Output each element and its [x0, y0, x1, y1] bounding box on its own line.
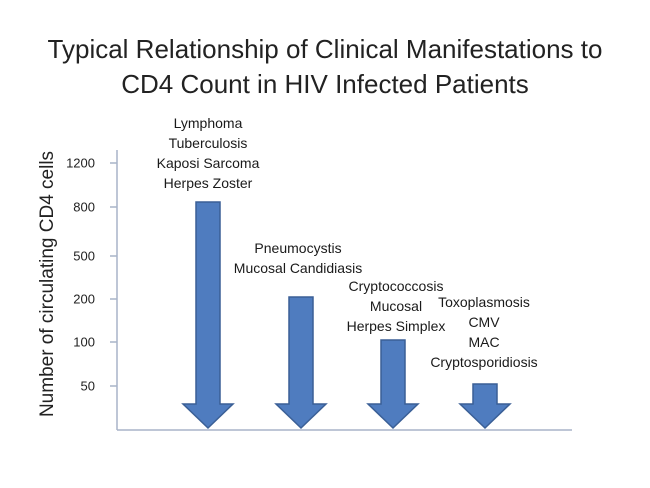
- manifestation-label: Tuberculosis: [168, 135, 248, 151]
- manifestation-label: Mucosal Candidiasis: [233, 260, 363, 276]
- tick-marks: [110, 162, 117, 387]
- title-line-2: CD4 Count in HIV Infected Patients: [121, 69, 529, 99]
- manifestation-label: Pneumocystis: [254, 240, 342, 256]
- manifestation-group-2: Pneumocystis Mucosal Candidiasis: [234, 238, 362, 278]
- down-arrow-1: [181, 201, 235, 430]
- y-tick-200: 200: [73, 291, 95, 307]
- down-arrow-2: [274, 296, 328, 430]
- page-title: Typical Relationship of Clinical Manifes…: [0, 32, 650, 102]
- arrows: [181, 201, 512, 430]
- down-arrow-3: [366, 339, 420, 430]
- manifestation-group-3: Cryptococcosis Mucosal Herpes Simplex: [347, 276, 446, 336]
- y-tick-800: 800: [73, 199, 95, 215]
- y-tick-100: 100: [73, 334, 95, 350]
- manifestation-group-1: Lymphoma Tuberculosis Kaposi Sarcoma Her…: [157, 113, 260, 193]
- manifestation-label: Toxoplasmosis: [438, 294, 530, 310]
- manifestation-label: Cryptosporidiosis: [430, 354, 538, 370]
- manifestation-label: MAC: [468, 334, 500, 350]
- manifestation-label: Cryptococcosis: [348, 278, 444, 294]
- manifestation-group-4: Toxoplasmosis CMV MAC Cryptosporidiosis: [430, 292, 537, 372]
- y-tick-500: 500: [73, 248, 95, 264]
- manifestation-label: Kaposi Sarcoma: [156, 155, 260, 171]
- down-arrow-4: [458, 383, 512, 430]
- manifestation-label: Lymphoma: [173, 115, 243, 131]
- manifestation-label: Herpes Zoster: [163, 175, 253, 191]
- title-line-1: Typical Relationship of Clinical Manifes…: [47, 34, 603, 64]
- y-tick-1200: 1200: [66, 155, 95, 171]
- y-tick-50: 50: [80, 378, 95, 394]
- manifestation-label: Herpes Simplex: [346, 318, 446, 334]
- manifestation-label: Mucosal: [369, 298, 423, 314]
- manifestation-label: CMV: [468, 314, 500, 330]
